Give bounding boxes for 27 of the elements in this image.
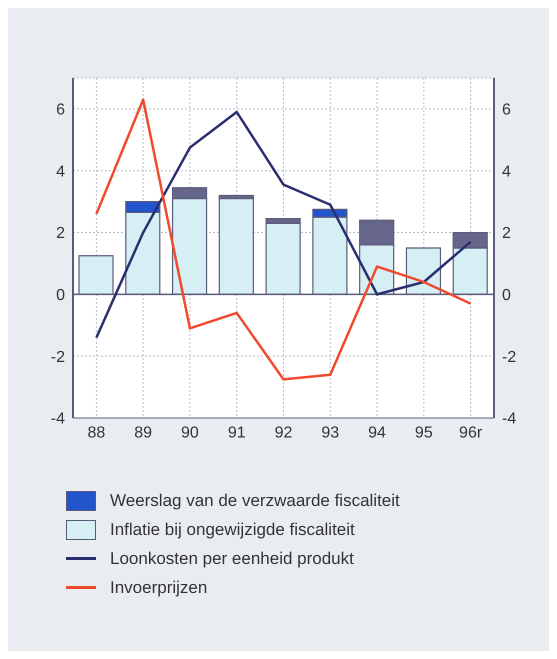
y-tick-label: -4 [50, 410, 66, 428]
y2-tick-label: 0 [502, 287, 511, 304]
legend-label: Loonkosten per eenheid produkt [110, 548, 354, 568]
line-series [95, 98, 472, 381]
y2-tick-label: 2 [502, 225, 511, 242]
legend-label: Invoerprijzen [110, 578, 208, 598]
legend-label: Inflatie bij ongewijzigde fiscaliteit [110, 520, 355, 540]
x-tick-label: 89 [134, 424, 152, 442]
x-tick-label: 93 [321, 424, 340, 442]
x-tick-label: 92 [274, 424, 292, 442]
x-tick-label: 88 [87, 424, 106, 442]
y-tick-label: 2 [56, 225, 66, 242]
x-tick-label: 94 [368, 424, 386, 442]
y-tick-label: 0 [56, 287, 66, 304]
x-tick-label: 95 [414, 424, 433, 442]
y2-tick-label: 6 [502, 102, 511, 119]
x-tick-label: 90 [181, 424, 199, 442]
x-tick-label: 91 [228, 424, 246, 442]
y-tick-label: -2 [50, 348, 66, 366]
y-tick-label: 6 [56, 102, 66, 119]
legend-label: Weerslag van de verzwaarde fiscaliteit [110, 490, 400, 510]
y2-tick-label: -4 [502, 410, 516, 428]
y-tick-label: 4 [56, 163, 66, 180]
line-series [95, 110, 472, 339]
y2-tick-label: -2 [502, 348, 516, 366]
y2-tick-label: 4 [502, 163, 511, 180]
x-tick-label: 96r [459, 424, 483, 442]
